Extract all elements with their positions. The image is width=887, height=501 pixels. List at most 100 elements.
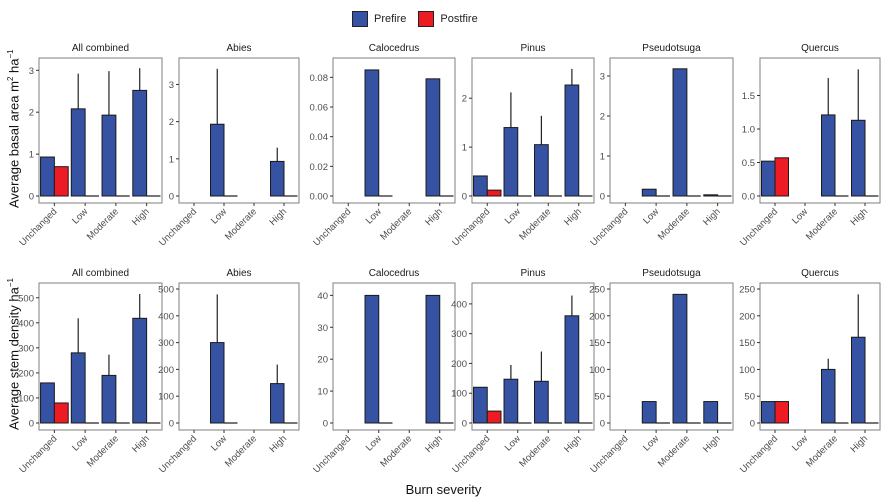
panel-stem_density-all-combined: All combined 0 100 200 300 400 500 Unchanged Low… xyxy=(17,268,163,475)
y-tick-label: 1 xyxy=(29,150,34,161)
x-tick-label: Unchanged xyxy=(450,206,492,248)
x-tick-label: High xyxy=(423,206,445,228)
y-tick-label: 0.0 xyxy=(742,192,755,203)
y-tick-label: 0 xyxy=(462,419,467,430)
bar-prefire xyxy=(851,336,866,424)
bar-prefire xyxy=(851,119,866,197)
y-tick-label: 500 xyxy=(18,293,34,304)
x-tick-label: Unchanged xyxy=(311,206,353,248)
bar-prefire xyxy=(672,68,688,197)
x-tick-label: Moderate xyxy=(804,433,840,469)
x-tick-label: Moderate xyxy=(804,206,840,242)
x-tick-label: Unchanged xyxy=(157,206,199,248)
y-tick-label: 50 xyxy=(594,392,605,403)
y-tick-label: 1.0 xyxy=(742,124,755,135)
y-tick-label: 2 xyxy=(29,108,34,119)
x-tick-label: Low xyxy=(70,206,90,226)
x-tick-label: High xyxy=(701,206,723,228)
x-tick-label: Unchanged xyxy=(17,433,59,475)
y-tick-label: 200 xyxy=(158,365,174,376)
x-tick-label: High xyxy=(701,433,723,455)
y-tick-label: 2 xyxy=(600,112,605,123)
bar-prefire xyxy=(503,378,519,424)
bar-prefire xyxy=(761,401,776,424)
y-tick-label: 400 xyxy=(451,299,467,310)
y-tick-label: 0 xyxy=(323,419,328,430)
bar-prefire xyxy=(534,144,549,197)
bar-prefire xyxy=(101,114,117,197)
y-tick-label: 3 xyxy=(29,66,34,77)
y-tick-label: 100 xyxy=(18,393,34,404)
bar-postfire xyxy=(486,189,502,197)
bar-prefire xyxy=(101,374,117,424)
panel-title: Pinus xyxy=(520,43,545,54)
y-tick-label: 400 xyxy=(158,311,174,322)
y-tick-label: 0 xyxy=(750,419,755,430)
x-tick-label: Unchanged xyxy=(311,433,353,475)
panel-title: Pseudotsuga xyxy=(642,43,701,54)
x-tick-label: Low xyxy=(503,206,523,226)
y-tick-label: 200 xyxy=(451,359,467,370)
y-tick-label: 0.5 xyxy=(742,158,755,169)
y-tick-label: 30 xyxy=(317,323,328,334)
y-tick-label: 0 xyxy=(29,419,34,430)
bar-prefire xyxy=(132,89,148,197)
y-tick-label: 100 xyxy=(589,365,605,376)
y-tick-label: 200 xyxy=(18,368,34,379)
legend-item-postfire: Postfire xyxy=(418,11,478,27)
x-tick-label: Moderate xyxy=(378,206,414,242)
panel-title: Quercus xyxy=(801,268,839,279)
x-tick-label: Unchanged xyxy=(157,433,199,475)
bar-postfire xyxy=(774,401,789,424)
legend-label-prefire: Prefire xyxy=(374,13,407,25)
panel-basal_area-calocedrus: Calocedrus 0.00 0.02 0.04 0.06 0.08 Unchanged L… xyxy=(310,43,456,248)
y-tick-label: 3 xyxy=(600,72,605,83)
x-tick-label: High xyxy=(130,433,152,455)
y-tick-label: 2 xyxy=(169,117,174,128)
bar-prefire xyxy=(210,123,225,197)
bar-prefire xyxy=(210,342,225,424)
bar-prefire xyxy=(270,160,285,197)
bar-postfire xyxy=(486,410,502,424)
y-tick-label: 3 xyxy=(169,80,174,91)
bar-prefire xyxy=(564,84,580,197)
legend-swatch-postfire xyxy=(418,11,435,27)
y-tick-label: 1 xyxy=(600,152,605,163)
y-tick-label: 100 xyxy=(739,365,755,376)
y-tick-label: 400 xyxy=(18,318,34,329)
bar-prefire xyxy=(703,401,719,424)
x-tick-label: High xyxy=(849,433,871,455)
panel-title: Pinus xyxy=(520,268,545,279)
y-tick-label: 0 xyxy=(29,192,34,203)
y-tick-label: 0.04 xyxy=(310,132,329,143)
bar-prefire xyxy=(40,382,55,424)
y-tick-label: 0 xyxy=(169,419,174,430)
x-tick-label: Unchanged xyxy=(17,206,59,248)
x-tick-label: High xyxy=(562,433,584,455)
bar-prefire xyxy=(641,401,657,424)
x-tick-label: Low xyxy=(641,206,661,226)
x-tick-label: High xyxy=(268,433,290,455)
bar-prefire xyxy=(672,293,688,424)
panel-title: Abies xyxy=(226,43,251,54)
panel-title: Pseudotsuga xyxy=(642,268,701,279)
y-tick-label: 300 xyxy=(158,338,174,349)
panel-title: Quercus xyxy=(801,43,839,54)
bar-prefire xyxy=(641,188,657,197)
x-tick-label: Unchanged xyxy=(588,206,630,248)
x-tick-label: Low xyxy=(364,206,384,226)
bar-prefire xyxy=(425,294,441,424)
x-tick-label: Low xyxy=(364,433,384,453)
bar-prefire xyxy=(70,108,86,197)
y-tick-label: 2 xyxy=(462,94,467,105)
y-tick-label: 0.00 xyxy=(310,192,329,203)
x-tick-label: Low xyxy=(790,206,810,226)
x-tick-label: High xyxy=(423,433,445,455)
x-tick-label: Unchanged xyxy=(450,433,492,475)
y-tick-label: 0.02 xyxy=(310,162,329,173)
